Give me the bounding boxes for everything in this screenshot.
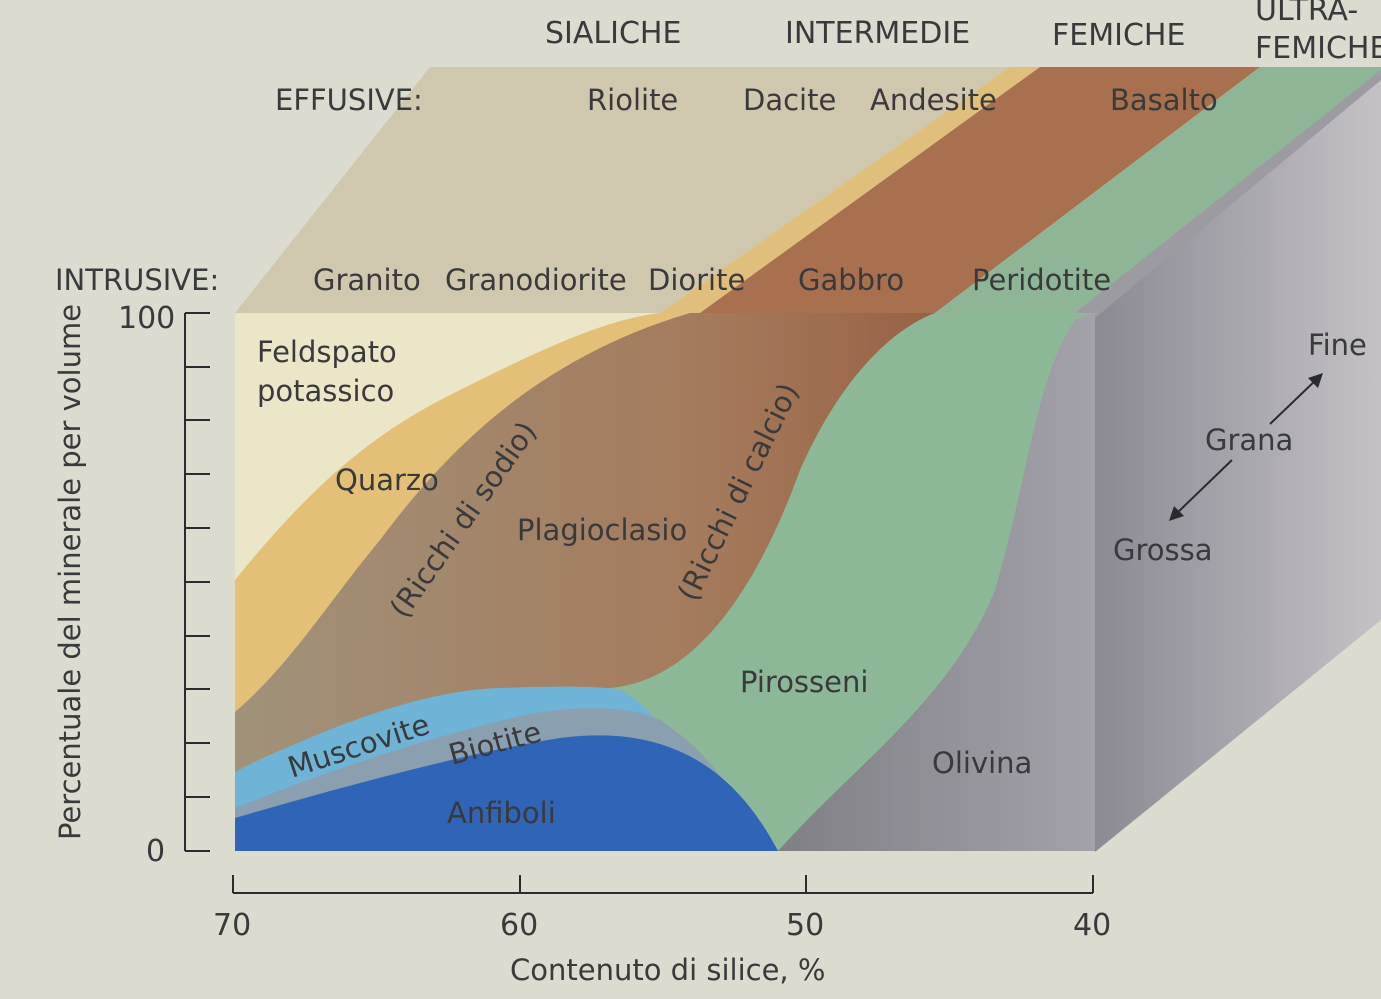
rock-granodiorite: Granodiorite: [445, 263, 627, 297]
mineral-feldspato-line2: potassico: [257, 374, 394, 408]
rock-peridotite: Peridotite: [972, 263, 1111, 297]
side-face-top-edge: [1075, 70, 1381, 318]
rock-diorite: Diorite: [648, 263, 745, 297]
y-axis: [184, 312, 210, 852]
band-anfiboli: [235, 735, 778, 851]
y-tick-label-100: 100: [118, 301, 175, 336]
rock-granito: Granito: [313, 263, 421, 297]
rock-dacite: Dacite: [743, 83, 836, 117]
top-band-pirosseni: [935, 67, 1381, 313]
arrowhead-down-icon: [1169, 506, 1184, 521]
rock-andesite: Andesite: [870, 83, 997, 117]
mineral-feldspato-line1: Feldspato: [257, 335, 397, 369]
category-ultrafemiche-line1: ULTRA-: [1255, 0, 1358, 28]
mineral-pirosseni: Pirosseni: [740, 665, 868, 699]
category-femiche: FEMICHE: [1052, 18, 1185, 53]
top-face: [235, 67, 1381, 313]
grain-arrow-up: [1269, 377, 1319, 425]
x-tick-label-60: 60: [500, 908, 538, 943]
category-sialiche: SIALICHE: [545, 16, 681, 51]
x-axis-label: Contenuto di silice, %: [510, 953, 825, 987]
x-tick-label-40: 40: [1073, 908, 1111, 943]
arrowhead-up-icon: [1308, 373, 1323, 388]
mineral-olivina: Olivina: [932, 746, 1032, 780]
side-face: [1095, 80, 1381, 852]
mineral-plagioclasio: Plagioclasio: [517, 513, 687, 547]
x-tick-label-70: 70: [213, 908, 251, 943]
grain-fine: Fine: [1308, 328, 1367, 362]
front-face: [235, 313, 1095, 851]
x-axis: [232, 875, 1094, 894]
rock-riolite: Riolite: [587, 83, 678, 117]
category-ultrafemiche-line2: FEMICHE: [1255, 31, 1381, 66]
mineral-anfiboli: Anfiboli: [447, 796, 556, 830]
effusive-label: EFFUSIVE:: [275, 83, 423, 117]
rock-gabbro: Gabbro: [798, 263, 904, 297]
top-band-plagioclasio: [700, 67, 1260, 313]
grain-grana: Grana: [1205, 423, 1293, 457]
category-intermedie: INTERMEDIE: [785, 16, 970, 51]
grain-arrow-down: [1175, 459, 1233, 515]
y-axis-label: Percentuale del minerale per volume: [53, 304, 87, 840]
intrusive-label: INTRUSIVE:: [55, 263, 219, 297]
mineral-quarzo: Quarzo: [335, 463, 439, 497]
band-olivina: [778, 313, 1095, 851]
y-tick-label-0: 0: [146, 834, 165, 869]
rock-basalto: Basalto: [1110, 83, 1218, 117]
top-band-feldspato: [235, 67, 1010, 313]
x-tick-label-50: 50: [786, 908, 824, 943]
grain-grossa: Grossa: [1113, 533, 1213, 567]
top-band-quarzo: [660, 67, 1040, 313]
